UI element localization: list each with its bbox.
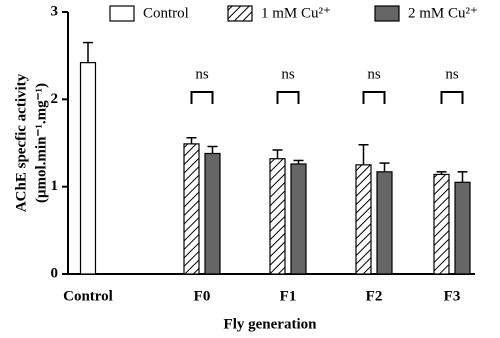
x-axis-title: Fly generation [224, 316, 318, 332]
bar [204, 152, 221, 275]
error-bar [293, 159, 304, 164]
legend-label: 1 mM Cu²⁺ [261, 5, 331, 21]
bar [290, 163, 307, 275]
bar [376, 171, 393, 275]
y-axis-title-line: AChE specfic activity [13, 73, 29, 212]
annotation: ns [445, 66, 459, 82]
y-tick-label: 1 [51, 178, 59, 194]
significance-bracket [276, 91, 300, 104]
bar [79, 62, 97, 275]
error-bar [207, 145, 218, 154]
legend-label: 2 mM Cu²⁺ [408, 5, 478, 21]
x-tick-label: F3 [444, 288, 461, 304]
bar [355, 164, 372, 275]
significance-bracket [190, 91, 214, 104]
error-bar [379, 162, 390, 172]
x-tick-label: F2 [366, 288, 383, 304]
y-tick-label: 3 [51, 3, 59, 19]
legend-swatch [374, 5, 400, 22]
y-axis-title-line: (μmol.min⁻¹.mg⁻¹) [33, 83, 49, 203]
significance-bracket [362, 91, 386, 104]
y-axis-title: AChE specfic activity (μmol.min⁻¹.mg⁻¹) [13, 73, 49, 212]
bar [183, 143, 200, 275]
significance-bracket [440, 91, 464, 104]
error-bar [457, 171, 468, 183]
error-bar [436, 171, 447, 175]
x-tick-label: F0 [194, 288, 211, 304]
bar [454, 181, 471, 275]
legend-swatch [227, 5, 253, 22]
x-tick-label: Control [63, 288, 113, 304]
annotation: ns [367, 66, 381, 82]
error-bar [358, 143, 369, 165]
bar [269, 158, 286, 275]
y-tick-label: 0 [51, 265, 59, 281]
legend-label: Control [143, 5, 189, 21]
annotation: ns [195, 66, 209, 82]
annotation: ns [281, 66, 295, 82]
error-bar [272, 149, 283, 159]
y-tick-label: 2 [51, 91, 59, 107]
x-tick-label: F1 [280, 288, 297, 304]
error-bar [186, 137, 197, 144]
legend-swatch [109, 5, 135, 22]
bar [433, 173, 450, 275]
error-bar [83, 41, 93, 63]
